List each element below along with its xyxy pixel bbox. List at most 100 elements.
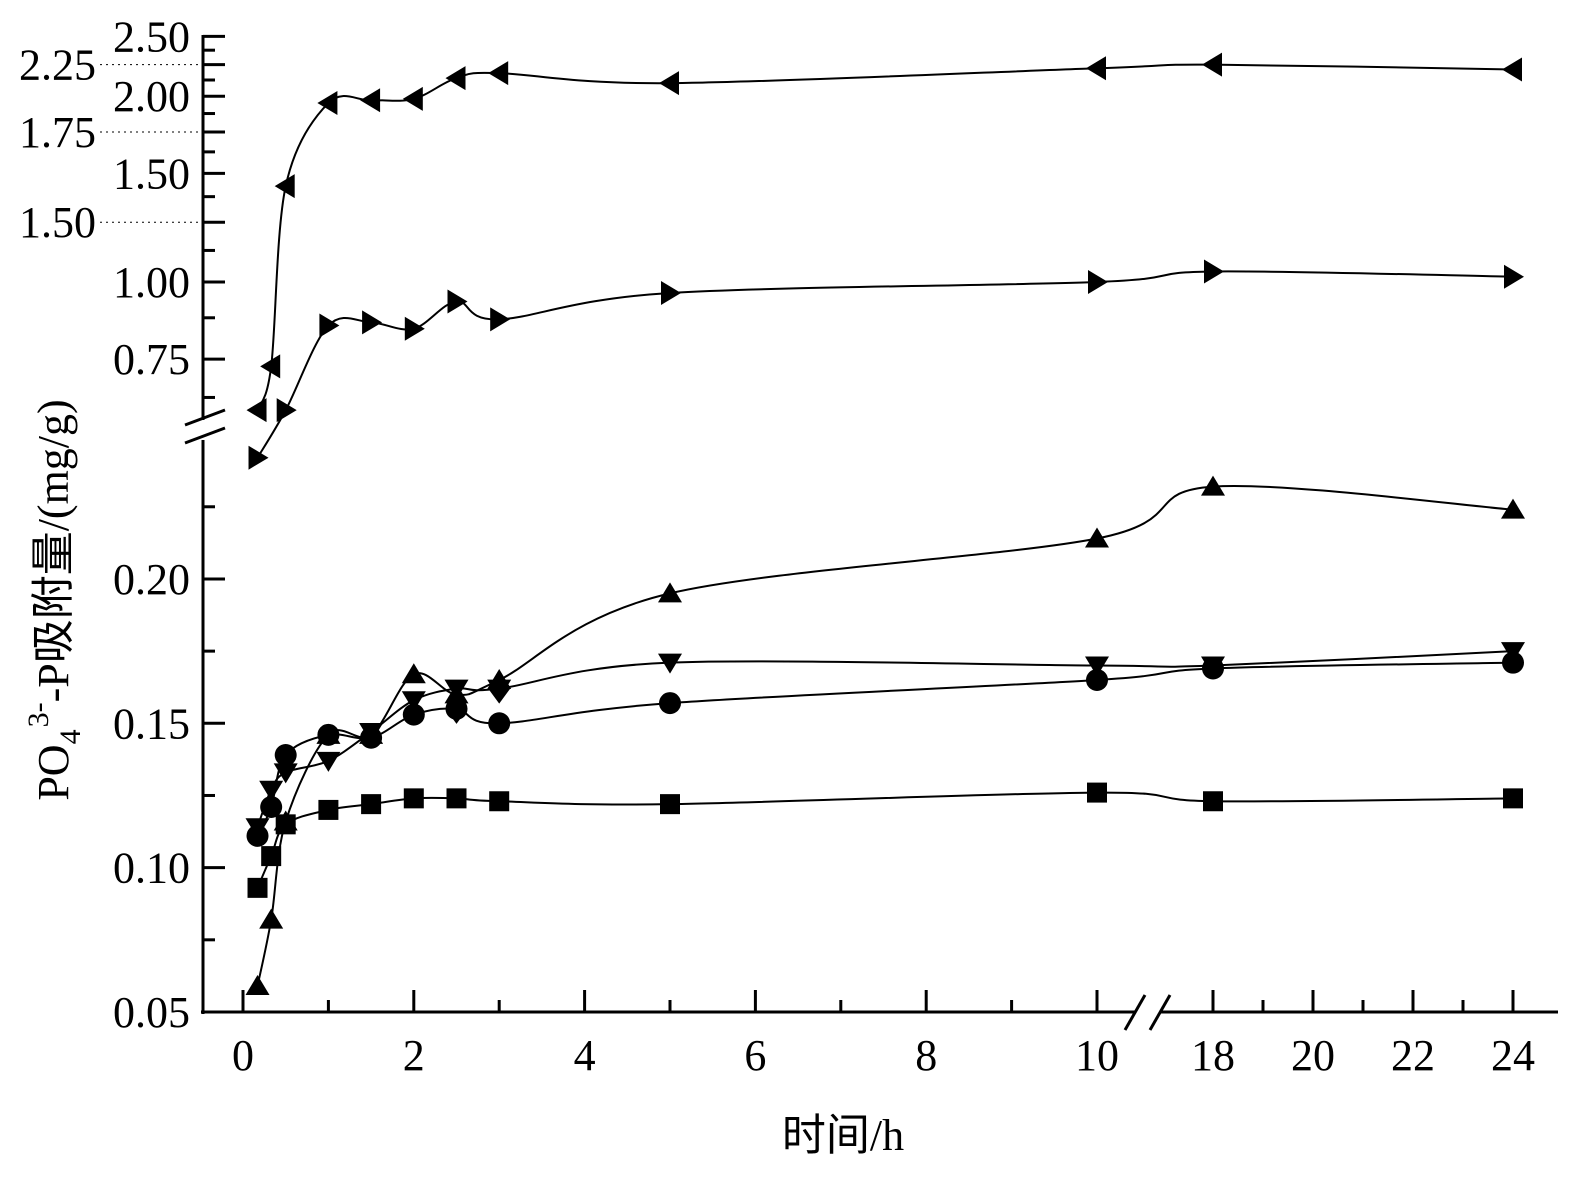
data-point-triangle-down	[316, 751, 341, 772]
data-point-triangle-left	[360, 88, 381, 113]
data-point-square	[489, 791, 510, 812]
data-point-triangle-right	[276, 398, 297, 423]
y-tick-label: 1.50	[113, 149, 190, 198]
series-line-triangle-left	[256, 63, 1514, 411]
y-tick-label: 2.50	[113, 12, 190, 61]
y-tick-label: 0.10	[113, 844, 190, 893]
data-point-circle	[659, 692, 681, 715]
data-point-triangle-down	[259, 780, 284, 801]
y-tick-label: 2.00	[113, 72, 190, 121]
data-point-square	[660, 794, 680, 815]
x-tick-label: 24	[1491, 1031, 1535, 1080]
data-point-circle	[260, 796, 283, 819]
x-tick-label: 18	[1191, 1031, 1235, 1080]
data-point-triangle-left	[317, 91, 338, 116]
data-point-square	[403, 788, 424, 809]
x-tick-label: 20	[1291, 1031, 1335, 1080]
data-point-triangle-up	[316, 723, 341, 744]
x-tick-label: 6	[744, 1031, 766, 1080]
data-point-triangle-right	[404, 316, 425, 341]
y-tick-label: 0.15	[113, 699, 190, 748]
data-point-triangle-left	[402, 86, 423, 111]
series-line-triangle-right	[256, 270, 1514, 459]
x-axis-break-mark	[1123, 994, 1147, 1031]
data-point-triangle-left	[246, 398, 267, 423]
data-point-triangle-down	[401, 691, 426, 712]
data-point-triangle-left	[445, 66, 466, 91]
data-point-square	[318, 799, 339, 820]
y-tick-label: 1.00	[113, 258, 190, 307]
data-point-triangle-right	[490, 307, 511, 332]
x-tick-label: 8	[915, 1031, 937, 1080]
data-point-triangle-right	[1088, 270, 1108, 294]
data-point-triangle-up	[273, 810, 298, 831]
data-point-triangle-down	[245, 818, 270, 839]
tick-labels: 0 2 4 6 8 10 18 20 22 240.050.100.150.202.502.252…	[19, 12, 1535, 1080]
data-point-triangle-right	[319, 313, 340, 338]
data-point-square	[1203, 791, 1223, 812]
data-point-square	[361, 794, 382, 815]
x-tick-label: 10	[1075, 1031, 1119, 1080]
y-tick-label: 0.75	[113, 335, 190, 384]
data-point-triangle-right	[661, 280, 681, 305]
y-tick-label: 2.25	[19, 41, 96, 90]
data-point-triangle-down	[359, 722, 384, 743]
y-axis-title: PO4 3--P吸附量/(mg/g)	[22, 399, 87, 800]
data-point-triangle-down	[1085, 656, 1109, 677]
data-point-circle	[1502, 651, 1524, 674]
data-point-triangle-down	[444, 679, 469, 700]
data-point-triangle-up	[658, 582, 682, 603]
data-point-diamond	[488, 673, 511, 704]
x-tick-label: 0	[232, 1031, 254, 1080]
series-curves	[256, 63, 1514, 987]
axes	[100, 34, 1558, 1031]
y-title-main: PO	[29, 744, 78, 800]
x-tick-label: 22	[1391, 1031, 1435, 1080]
data-point-triangle-down	[1201, 656, 1225, 677]
data-point-triangle-left	[659, 71, 679, 96]
data-point-triangle-left	[1202, 52, 1222, 77]
data-point-triangle-up	[401, 663, 426, 684]
data-point-square	[1503, 788, 1523, 809]
y-tick-label: 1.50	[19, 198, 96, 247]
x-tick-label: 2	[403, 1031, 425, 1080]
data-point-circle	[488, 712, 511, 735]
data-point-square	[261, 846, 282, 867]
data-point-triangle-up	[1085, 527, 1109, 548]
data-point-triangle-right	[1504, 264, 1524, 289]
y-tick-label: 0.05	[113, 988, 190, 1037]
data-point-triangle-right	[1204, 259, 1224, 284]
x-axis-title: 时间/h	[782, 1111, 904, 1160]
data-point-triangle-right	[447, 289, 468, 314]
data-point-triangle-right	[362, 310, 383, 335]
data-point-triangle-down	[1501, 642, 1525, 663]
y-axis-break-mark	[184, 426, 226, 445]
data-point-circle	[402, 703, 425, 726]
data-point-diamond	[445, 693, 468, 724]
data-point-triangle-up	[1201, 475, 1225, 496]
series-line-square	[256, 791, 1514, 889]
data-point-triangle-down	[273, 763, 298, 784]
y-tick-label: 0.20	[113, 555, 190, 604]
data-point-triangle-up	[259, 908, 284, 929]
data-point-square	[247, 877, 268, 898]
series-line-triangle-down	[256, 650, 1514, 828]
y-tick-label: 1.75	[19, 108, 96, 157]
series-line-circle	[256, 661, 1514, 837]
y-axis-break-mark	[184, 408, 226, 427]
data-point-triangle-up	[1501, 498, 1525, 519]
data-point-square	[1087, 782, 1107, 803]
y-title-sub: 4	[54, 729, 87, 744]
y-title-rest: -P吸附量/(mg/g)	[29, 399, 78, 702]
x-axis-break-mark	[1148, 994, 1172, 1031]
data-point-triangle-down	[658, 653, 682, 674]
data-point-triangle-left	[274, 174, 295, 199]
data-point-triangle-left	[488, 61, 509, 86]
data-point-triangle-up	[245, 975, 270, 996]
series-markers	[245, 52, 1525, 996]
data-point-square	[446, 788, 467, 809]
x-tick-label: 4	[574, 1031, 596, 1080]
data-point-triangle-right	[248, 445, 269, 470]
y-title-sup: 3-	[22, 702, 55, 727]
